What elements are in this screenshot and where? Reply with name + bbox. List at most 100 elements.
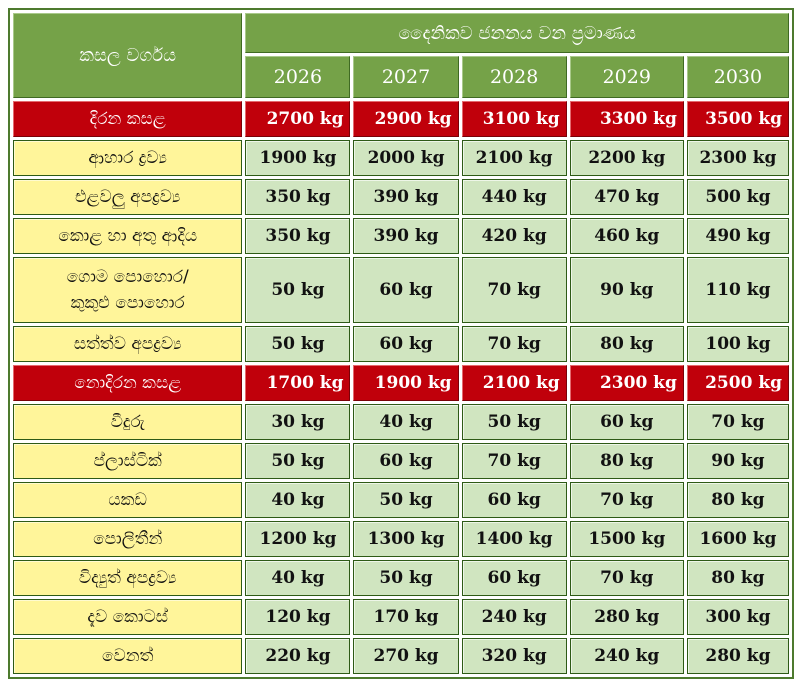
- category-label-cell: පොලිතීන්: [13, 521, 243, 557]
- table-row: වෙනත් 220 kg 270 kg 320 kg 240 kg 280 kg: [13, 638, 789, 674]
- value-cell: 320 kg: [461, 638, 567, 674]
- value-cell: 60 kg: [569, 404, 684, 440]
- value-cell: 490 kg: [686, 218, 789, 254]
- value-cell: 70 kg: [569, 482, 684, 518]
- value-cell: 60 kg: [353, 257, 459, 323]
- table-row: සත්ත්ව අපද්‍රව්‍ය 50 kg 60 kg 70 kg 80 kg 100…: [13, 326, 789, 362]
- value-cell: 120 kg: [245, 599, 351, 635]
- value-cell: 70 kg: [569, 560, 684, 596]
- value-cell: 350 kg: [245, 179, 351, 215]
- category-label: දැව කොටස්: [87, 606, 168, 627]
- category-label: ආහාර ද්‍රව්‍ය: [88, 147, 167, 168]
- category-label: පොලිතීන්: [93, 528, 163, 549]
- value-cell: 1200 kg: [245, 521, 351, 557]
- group-total-cell: 1700 kg: [245, 365, 351, 401]
- value-cell: 420 kg: [461, 218, 567, 254]
- value-cell: 50 kg: [245, 326, 351, 362]
- value-cell: 70 kg: [686, 404, 789, 440]
- category-label: නොදිරන කසළ: [74, 372, 182, 393]
- year-header: 2029: [569, 56, 684, 98]
- category-label-cell: සත්ත්ව අපද්‍රව්‍ය: [13, 326, 243, 362]
- category-label: වෙනත්: [101, 645, 154, 666]
- value-cell: 2000 kg: [353, 140, 459, 176]
- value-cell: 50 kg: [353, 560, 459, 596]
- value-cell: 90 kg: [569, 257, 684, 323]
- group-label-cell: දිරන කසළ: [13, 101, 243, 137]
- value-cell: 390 kg: [353, 179, 459, 215]
- category-label: ගොම පොහොර/: [66, 266, 189, 287]
- table-row: ආහාර ද්‍රව්‍ය 1900 kg 2000 kg 2100 kg 2200 k…: [13, 140, 789, 176]
- category-label: වීදුරු: [110, 411, 145, 432]
- value-cell: 50 kg: [353, 482, 459, 518]
- category-label-cell: ආහාර ද්‍රව්‍ය: [13, 140, 243, 176]
- value-cell: 60 kg: [461, 482, 567, 518]
- table-row: විද්‍යුත් අපද්‍රව්‍ය 40 kg 50 kg 60 kg 70 kg…: [13, 560, 789, 596]
- group-total-cell: 2900 kg: [353, 101, 459, 137]
- group-row: නොදිරන කසළ 1700 kg 1900 kg 2100 kg 2300 kg 25…: [13, 365, 789, 401]
- value-cell: 470 kg: [569, 179, 684, 215]
- category-label-cell: යකඩ: [13, 482, 243, 518]
- value-cell: 2300 kg: [686, 140, 789, 176]
- value-cell: 40 kg: [353, 404, 459, 440]
- value-cell: 1600 kg: [686, 521, 789, 557]
- group-total-cell: 1900 kg: [353, 365, 459, 401]
- category-label: සත්ත්ව අපද්‍රව්‍ය: [73, 333, 182, 354]
- daily-generation-title: දෛනිකව ජනනය වන ප්‍රමාණය: [245, 13, 789, 53]
- value-cell: 220 kg: [245, 638, 351, 674]
- value-cell: 30 kg: [245, 404, 351, 440]
- year-header: 2028: [461, 56, 567, 98]
- table-row: පොලිතීන් 1200 kg 1300 kg 1400 kg 1500 kg 1600…: [13, 521, 789, 557]
- year-header-row: 2026 2027 2028 2029 2030: [13, 56, 789, 98]
- value-cell: 500 kg: [686, 179, 789, 215]
- value-cell: 80 kg: [686, 560, 789, 596]
- table-row: එළවලු අපද්‍රව්‍ය 350 kg 390 kg 440 kg 470 kg…: [13, 179, 789, 215]
- value-cell: 2100 kg: [461, 140, 567, 176]
- value-cell: 1500 kg: [569, 521, 684, 557]
- value-cell: 280 kg: [569, 599, 684, 635]
- table-row: ප්ලාස්ටික් 50 kg 60 kg 70 kg 80 kg 90 kg: [13, 443, 789, 479]
- value-cell: 2200 kg: [569, 140, 684, 176]
- value-cell: 240 kg: [569, 638, 684, 674]
- table-header: කසල වර්ගය දෛනිකව ජනනය වන ප්‍රමාණය 2026 2…: [13, 13, 789, 98]
- year-header: 2030: [686, 56, 789, 98]
- value-cell: 80 kg: [569, 326, 684, 362]
- category-label: යකඩ: [108, 489, 147, 510]
- group-total-cell: 3500 kg: [686, 101, 789, 137]
- value-cell: 240 kg: [461, 599, 567, 635]
- category-column-header: කසල වර්ගය: [13, 13, 243, 98]
- table-row: දැව කොටස් 120 kg 170 kg 240 kg 280 kg 300 kg: [13, 599, 789, 635]
- value-cell: 50 kg: [461, 404, 567, 440]
- value-cell: 70 kg: [461, 257, 567, 323]
- category-label: ප්ලාස්ටික්: [93, 450, 162, 471]
- category-label: කොළ හා අතු ආදිය: [58, 225, 198, 246]
- value-cell: 80 kg: [569, 443, 684, 479]
- group-row: දිරන කසළ 2700 kg 2900 kg 3100 kg 3300 kg 3500…: [13, 101, 789, 137]
- value-cell: 390 kg: [353, 218, 459, 254]
- category-label-cell: කොළ හා අතු ආදිය: [13, 218, 243, 254]
- value-cell: 60 kg: [461, 560, 567, 596]
- category-label-cell: එළවලු අපද්‍රව්‍ය: [13, 179, 243, 215]
- category-label: දිරන කසළ: [89, 108, 166, 129]
- value-cell: 300 kg: [686, 599, 789, 635]
- category-label-cell: ගොම පොහොර/කුකුළු පොහොර: [13, 257, 243, 323]
- group-label-cell: නොදිරන කසළ: [13, 365, 243, 401]
- category-label-cell: ප්ලාස්ටික්: [13, 443, 243, 479]
- table-row: වීදුරු 30 kg 40 kg 50 kg 60 kg 70 kg: [13, 404, 789, 440]
- value-cell: 100 kg: [686, 326, 789, 362]
- value-cell: 70 kg: [461, 443, 567, 479]
- value-cell: 1900 kg: [245, 140, 351, 176]
- table-body: දිරන කසළ 2700 kg 2900 kg 3100 kg 3300 kg 3500…: [13, 101, 789, 674]
- group-total-cell: 2700 kg: [245, 101, 351, 137]
- category-label: විද්‍යුත් අපද්‍රව්‍ය: [78, 567, 177, 588]
- value-cell: 270 kg: [353, 638, 459, 674]
- value-cell: 170 kg: [353, 599, 459, 635]
- value-cell: 440 kg: [461, 179, 567, 215]
- group-total-cell: 3300 kg: [569, 101, 684, 137]
- value-cell: 40 kg: [245, 482, 351, 518]
- value-cell: 60 kg: [353, 326, 459, 362]
- category-label-cell: විද්‍යුත් අපද්‍රව්‍ය: [13, 560, 243, 596]
- table-row: ගොම පොහොර/කුකුළු පොහොර 50 kg 60 kg 70 kg 90 …: [13, 257, 789, 323]
- value-cell: 70 kg: [461, 326, 567, 362]
- value-cell: 110 kg: [686, 257, 789, 323]
